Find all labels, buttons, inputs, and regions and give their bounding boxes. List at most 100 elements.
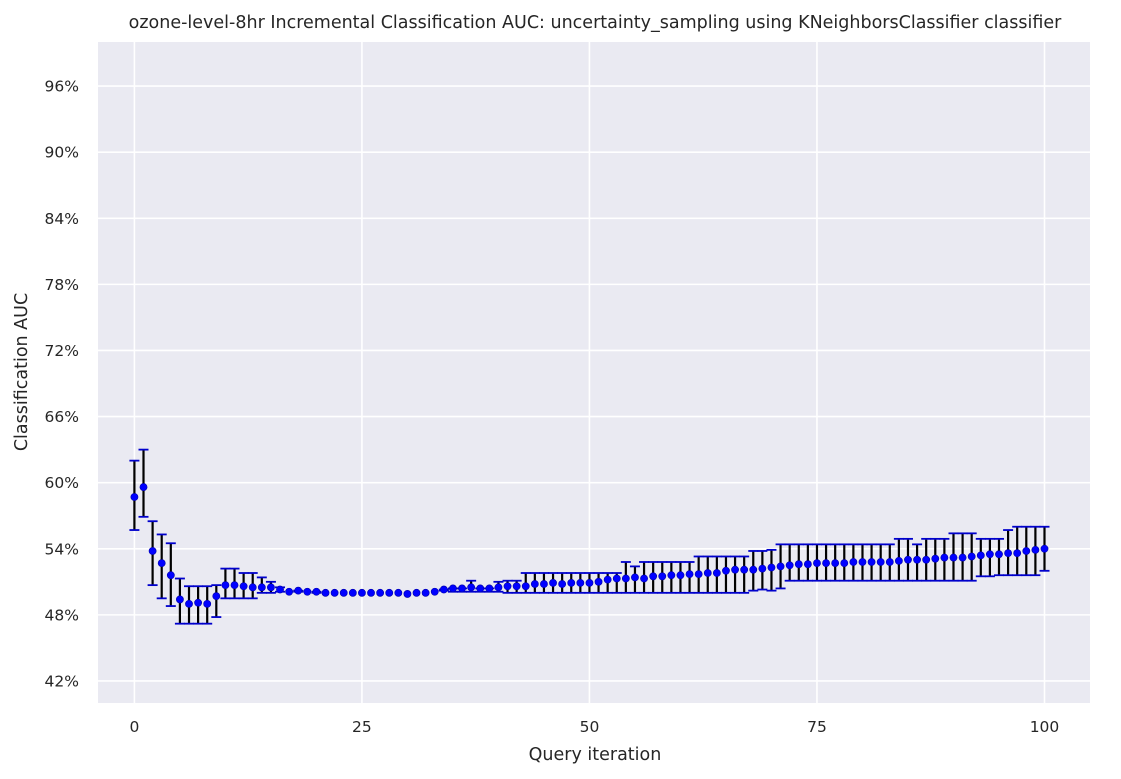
y-tick-label: 60% (45, 474, 79, 492)
data-point (221, 581, 230, 590)
data-point (1040, 544, 1049, 553)
data-point (494, 583, 503, 592)
data-point (749, 565, 758, 574)
data-point (621, 574, 630, 583)
data-point (540, 580, 548, 588)
x-tick-label: 50 (580, 718, 600, 736)
data-point (348, 588, 357, 597)
data-point (776, 562, 785, 571)
data-point (803, 560, 812, 569)
data-point (603, 575, 612, 584)
data-point (166, 571, 175, 580)
data-point (740, 565, 749, 574)
data-point (731, 565, 739, 574)
data-point (303, 587, 312, 596)
data-point (330, 588, 339, 597)
x-tick-label: 100 (1030, 718, 1060, 736)
data-point (676, 571, 685, 580)
data-point (767, 563, 776, 572)
data-point (858, 558, 867, 566)
data-point (230, 581, 239, 590)
data-point (631, 573, 639, 582)
data-point (339, 588, 348, 597)
data-point (239, 582, 248, 591)
data-point (257, 583, 266, 592)
y-tick-label: 48% (45, 606, 79, 624)
data-point (267, 583, 275, 592)
data-point (876, 558, 885, 566)
data-point (276, 585, 284, 594)
grid-lines (98, 42, 1090, 703)
data-point (503, 582, 512, 591)
y-tick-labels: 42% 48% 54% 60% 66% 72% 78% 84% 90% 96% (45, 78, 79, 691)
data-point (148, 547, 157, 555)
data-point (922, 555, 931, 564)
data-point (1013, 549, 1022, 558)
data-point (130, 493, 139, 501)
data-point (576, 579, 585, 587)
data-point (958, 553, 967, 562)
data-point (485, 584, 494, 593)
data-point (694, 570, 703, 579)
error-bar (739, 555, 750, 594)
data-point (358, 588, 366, 597)
data-point (904, 555, 912, 564)
data-point (712, 569, 721, 577)
data-point (1031, 545, 1040, 554)
y-tick-label: 96% (45, 78, 79, 96)
data-points (130, 483, 1049, 608)
x-tick-labels: 0 25 50 75 100 (129, 718, 1059, 736)
data-point (430, 587, 439, 596)
data-point (530, 580, 539, 588)
data-point (931, 554, 940, 563)
y-axis-label: Classification AUC (12, 293, 32, 451)
data-point (458, 584, 466, 593)
data-point (367, 588, 375, 597)
error-bar (211, 584, 222, 618)
x-tick-label: 75 (807, 718, 827, 736)
chart-title: ozone-level-8hr Incremental Classificati… (129, 13, 1063, 33)
data-point (649, 572, 658, 581)
y-tick-label: 84% (45, 210, 79, 228)
data-point (813, 559, 821, 567)
y-tick-label: 42% (45, 672, 79, 690)
data-point (967, 552, 976, 561)
x-tick-label: 25 (352, 718, 372, 736)
y-tick-label: 54% (45, 540, 79, 558)
data-point (412, 588, 421, 597)
data-point (822, 559, 830, 567)
data-point (212, 592, 221, 601)
data-point (949, 553, 958, 562)
data-point (394, 588, 403, 597)
y-tick-label: 90% (45, 144, 79, 162)
data-point (421, 588, 430, 597)
data-point (885, 558, 894, 566)
data-point (512, 582, 521, 591)
data-point (913, 555, 921, 564)
data-point (521, 582, 530, 591)
error-bar (730, 555, 741, 594)
data-point (285, 587, 294, 596)
data-point (840, 559, 849, 567)
data-point (194, 598, 203, 607)
data-point (1022, 547, 1031, 555)
data-point (722, 566, 730, 575)
data-point (248, 583, 257, 592)
data-point (449, 584, 457, 593)
data-point (558, 580, 567, 588)
data-point (785, 561, 794, 570)
data-point (985, 550, 994, 559)
data-point (176, 595, 184, 604)
x-axis-label: Query iteration (529, 745, 662, 765)
data-point (594, 577, 603, 586)
data-point (403, 590, 412, 598)
data-point (476, 584, 485, 593)
data-point (976, 551, 985, 560)
data-point (612, 574, 621, 583)
x-tick-label: 0 (129, 718, 139, 736)
data-point (376, 588, 385, 597)
data-point (831, 559, 840, 567)
data-point (549, 579, 557, 587)
data-point (849, 558, 858, 566)
